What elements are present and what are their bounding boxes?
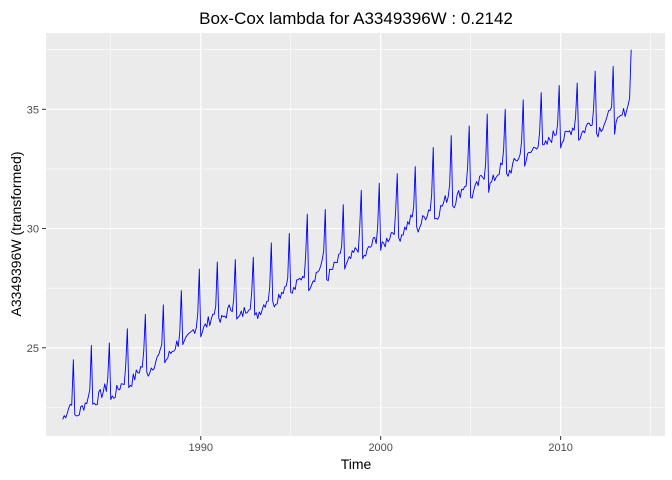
- plot-panel: [46, 33, 665, 436]
- major-gridlines: [46, 33, 665, 436]
- y-tick-label: 25: [27, 343, 39, 355]
- series-line: [62, 49, 632, 420]
- x-tick-label: 2000: [368, 442, 392, 454]
- chart-title: Box-Cox lambda for A3349396W : 0.2142: [199, 9, 513, 28]
- y-tick-label: 30: [27, 224, 39, 236]
- y-axis-title: A3349396W (transformed): [8, 152, 24, 317]
- x-axis-title: Time: [341, 456, 372, 472]
- y-axis: 25 30 35: [27, 104, 46, 355]
- x-axis: 1990 2000 2010: [189, 436, 573, 454]
- x-tick-label: 2010: [548, 442, 572, 454]
- series-layer: [62, 49, 632, 420]
- y-tick-label: 35: [27, 104, 39, 116]
- x-tick-label: 1990: [189, 442, 213, 454]
- minor-gridlines: [46, 33, 665, 436]
